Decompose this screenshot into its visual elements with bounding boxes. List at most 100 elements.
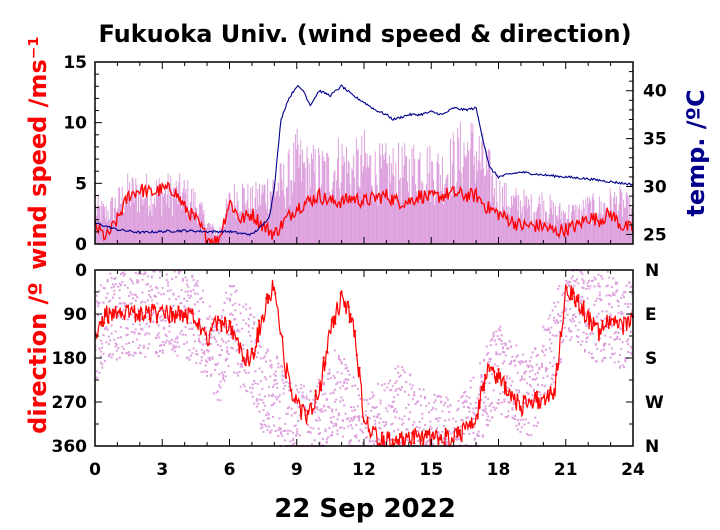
direction-dot [623,329,626,332]
direction-dot [519,363,522,366]
direction-dot [133,316,136,319]
direction-dot [269,365,272,368]
direction-dot [512,417,515,420]
direction-dot [610,353,613,356]
direction-dot [327,372,330,375]
direction-dot [156,351,159,354]
direction-dot [286,429,289,432]
direction-dot [516,371,519,374]
direction-dot [237,328,240,331]
direction-dot [440,400,443,403]
direction-dot [328,372,331,375]
direction-dot [506,347,509,350]
direction-dot [200,359,203,362]
direction-dot [503,400,506,403]
direction-dot [219,399,222,402]
direction-dot [514,364,517,367]
direction-dot [321,437,324,440]
direction-dot [491,338,494,341]
direction-dot [331,410,334,413]
direction-dot [491,373,494,376]
x-tick-label: 21 [554,460,578,480]
direction-dot [305,397,308,400]
direction-dot [247,371,250,374]
direction-dot [211,357,214,360]
direction-dot [456,409,459,412]
mean-direction-line [94,279,634,448]
direction-dot [442,424,445,427]
direction-dot [371,433,374,436]
direction-dot [288,406,291,409]
direction-dot [154,295,157,298]
direction-dot [280,431,283,434]
direction-dot [481,380,484,383]
direction-dot [625,340,628,343]
direction-dot [220,338,223,341]
direction-dot [98,371,101,374]
direction-dot [241,365,244,368]
direction-dot [234,290,237,293]
direction-dot [265,413,268,416]
direction-dot [340,396,343,399]
direction-dot [207,317,210,320]
direction-dot [95,376,98,379]
direction-dot [328,368,331,371]
direction-dot [496,335,499,338]
direction-dot [448,430,451,433]
direction-dot [126,333,129,336]
direction-dot [391,385,394,388]
direction-dot [483,409,486,412]
direction-dot [614,281,617,284]
direction-dot [203,370,206,373]
direction-dot [432,406,435,409]
direction-dot [531,366,534,369]
direction-dot [102,286,105,289]
direction-dot [126,327,129,330]
direction-dot [585,332,588,335]
direction-dot [266,411,269,414]
direction-dot [484,408,487,411]
direction-dot [549,361,552,364]
direction-dot [432,443,435,446]
direction-dot [551,365,554,368]
direction-dot [228,313,231,316]
direction-dot [344,378,347,381]
direction-dot [282,381,285,384]
direction-dot [518,360,521,363]
direction-dot [265,352,268,355]
direction-dot [481,434,484,437]
direction-dot [309,426,312,429]
direction-dot [98,301,101,304]
direction-dot [195,361,198,364]
direction-dot [409,383,412,386]
direction-dot [571,317,574,320]
direction-dot [417,430,420,433]
direction-dot [579,270,582,273]
direction-dot [208,359,211,362]
direction-dot [241,327,244,330]
wind-speed-tick-label: 10 [63,114,87,134]
direction-dot [313,439,316,442]
direction-dot [530,364,533,367]
direction-dot [612,292,615,295]
direction-dot [475,407,478,410]
direction-dot [168,297,171,300]
direction-dot [274,430,277,433]
direction-dot [109,299,112,302]
direction-dot [125,327,128,330]
direction-dot [258,410,261,413]
direction-dot [219,345,222,348]
direction-dot [239,363,242,366]
direction-dot [477,430,480,433]
direction-dot [137,332,140,335]
direction-dot [473,437,476,440]
direction-dot [581,340,584,343]
direction-dot [258,393,261,396]
direction-dot [328,426,331,429]
direction-dot [426,440,429,443]
direction-dot [267,394,270,397]
direction-dot [504,342,507,345]
direction-dot [113,277,116,280]
direction-dot [512,403,515,406]
direction-dot [507,400,510,403]
